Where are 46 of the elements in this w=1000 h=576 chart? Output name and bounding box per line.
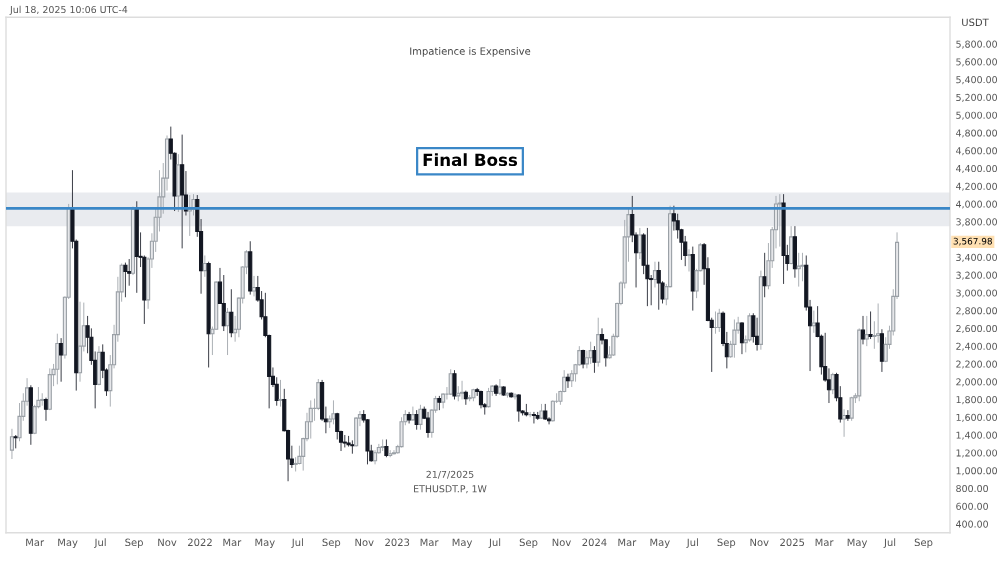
candlestick [751,312,756,344]
candlestick [59,337,64,383]
candlestick [391,449,397,455]
candlestick [425,411,431,439]
candlestick [717,308,722,333]
candlestick [293,456,298,472]
candlestick [739,321,745,355]
candlestick [251,275,257,297]
candlestick [55,333,60,385]
candlestick [592,345,597,374]
candlestick [331,399,336,425]
candlestick [278,379,283,408]
candlestick [755,317,760,352]
candlestick [876,303,881,344]
candlestick [77,301,83,383]
candlestick [123,262,128,298]
candlestick [683,235,688,267]
candlestick [656,261,661,311]
candlestick [652,261,658,288]
candlestick [800,252,805,282]
candlestick [180,134,185,249]
candlestick [550,399,555,423]
candlestick [675,213,680,240]
candlestick [531,411,536,424]
candlestick [335,412,340,440]
candlestick [350,439,355,455]
candlestick [879,328,884,373]
candlestick [225,307,230,356]
candlestick [47,367,52,411]
candlestick [762,252,767,298]
candlestick [248,240,253,296]
candlestick [546,416,552,425]
candlestick [229,288,234,338]
candlestick [380,439,385,452]
candlestick [40,392,45,407]
candlestick [596,317,601,368]
annotation: Final Boss [423,153,518,167]
candlestick [399,416,404,448]
candlestick [354,416,359,447]
candlestick [792,225,797,279]
candlestick [864,315,869,347]
candlestick [686,248,692,272]
candlestick [671,205,676,232]
candlestick [645,227,650,307]
candlestick [868,311,873,340]
candlestick [43,397,49,422]
